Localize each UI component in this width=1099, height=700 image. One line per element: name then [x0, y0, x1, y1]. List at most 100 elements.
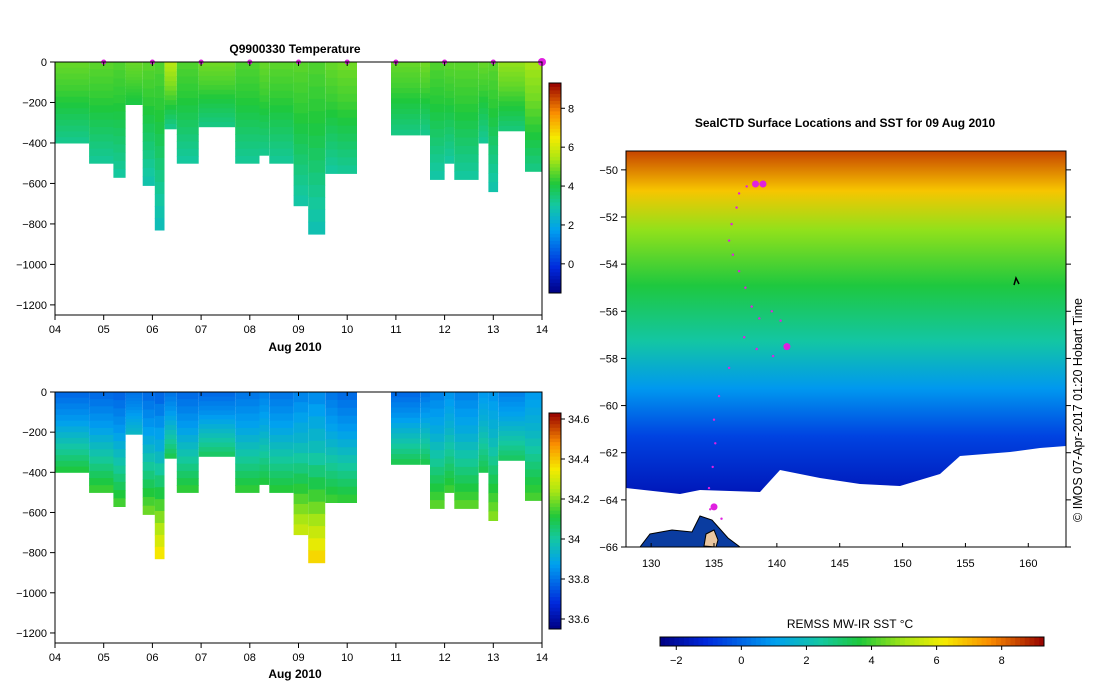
colorbar-tick-label: 34.6	[568, 414, 589, 426]
profile-cell	[525, 147, 542, 157]
profile-cell	[454, 120, 479, 130]
colorbar-segment	[549, 114, 561, 119]
profile-cell	[125, 407, 143, 411]
profile-cell	[391, 443, 421, 450]
profile-cell	[142, 444, 155, 454]
sst-colorbar-segment	[880, 637, 886, 646]
profile-cell	[293, 453, 309, 464]
sst-colorbar-segment	[842, 637, 848, 646]
profile-cell	[164, 406, 177, 412]
sst-colorbar-segment	[933, 637, 939, 646]
profile-cell	[269, 148, 294, 157]
profile-cell	[478, 131, 489, 138]
profile-cell	[498, 111, 525, 117]
profile-cell	[164, 429, 177, 436]
sst-colorbar-segment	[808, 637, 814, 646]
profile-cell	[293, 422, 309, 434]
profile-cell	[478, 119, 489, 127]
profile-cell	[430, 500, 445, 509]
y-tick-label: −800	[22, 219, 47, 231]
profile-cell	[55, 67, 90, 75]
sst-colorbar-segment	[871, 637, 877, 646]
profile-cell	[391, 402, 421, 408]
profile-cell	[325, 447, 338, 456]
profile-cell	[420, 443, 430, 450]
profile-cell	[325, 117, 338, 127]
profile-cell	[444, 463, 455, 472]
profile-cell	[55, 397, 90, 404]
sst-colorbar-segment	[669, 637, 675, 646]
profile-cell	[164, 401, 177, 407]
profile-cell	[89, 435, 114, 443]
profile-cell	[113, 62, 126, 71]
profile-cell	[308, 550, 326, 564]
profile-cell	[293, 402, 309, 413]
colorbar-segment	[549, 557, 561, 561]
profile-cell	[142, 400, 155, 410]
profile-cell	[325, 165, 338, 174]
profile-cell	[55, 125, 90, 132]
profile-cell	[125, 422, 143, 426]
profile-cell	[525, 469, 542, 478]
profile-cell	[55, 73, 90, 80]
profile-cell	[498, 440, 525, 447]
colorbar-segment	[549, 107, 561, 112]
profile-cell	[498, 445, 525, 451]
profile-cell	[198, 89, 236, 95]
profile-cell	[391, 129, 421, 136]
profile-cell	[444, 156, 455, 164]
profile-cell	[176, 420, 199, 429]
profile-cell	[259, 62, 270, 70]
profile-cell	[444, 442, 455, 450]
track-point	[707, 486, 711, 490]
profile-cell	[259, 101, 270, 110]
profile-cell	[337, 478, 357, 488]
track-point	[735, 206, 738, 209]
profile-cell	[430, 70, 445, 80]
profile-cell	[420, 119, 430, 125]
profile-cell	[478, 73, 489, 80]
sst-colorbar-segment	[861, 637, 867, 646]
profile-cell	[478, 414, 489, 422]
profile-cell	[259, 425, 270, 433]
colorbar-segment	[549, 209, 561, 213]
colorbar-tick-label: 2	[568, 220, 574, 232]
profile-cell	[142, 150, 155, 160]
temperature-y-ticks: 0 −200 −400 −600 −800 −1000 −1200	[16, 57, 55, 312]
profile-cell	[430, 62, 445, 71]
profile-cell	[154, 194, 165, 207]
profile-cell	[198, 424, 236, 430]
profile-cell	[154, 427, 165, 441]
profile-cell	[325, 399, 338, 409]
profile-cell	[55, 137, 90, 144]
y-tick-label: −400	[22, 467, 47, 479]
profile-cell	[176, 156, 199, 164]
colorbar-segment	[549, 156, 561, 161]
profile-cell	[308, 86, 326, 100]
profile-cell	[89, 456, 114, 465]
sst-colorbar-tick-label: 2	[803, 655, 809, 667]
profile-cell	[325, 157, 338, 166]
profile-cell	[498, 421, 525, 427]
profile-cell	[325, 494, 338, 503]
profile-cell	[125, 410, 143, 414]
colorbar-tick-label: 33.6	[568, 614, 589, 626]
profile-cell	[478, 403, 489, 410]
sst-colorbar-segment	[866, 637, 872, 646]
profile-cell	[55, 443, 90, 450]
sst-colorbar-segment	[1039, 637, 1045, 646]
profile-cell	[55, 62, 90, 69]
colorbar-segment	[549, 564, 561, 569]
x-tick-label: 12	[438, 324, 450, 336]
profile-cell	[420, 448, 430, 455]
map-x-tick-label: 155	[956, 558, 974, 570]
temperature-heatmap	[55, 62, 542, 235]
profile-cell	[259, 128, 270, 136]
profile-cell	[430, 458, 445, 468]
profile-cell	[164, 415, 177, 421]
colorbar-segment	[549, 614, 561, 619]
profile-cell	[308, 453, 326, 466]
profile-cell	[293, 103, 309, 114]
profile-cell	[478, 79, 489, 86]
profile-cell	[259, 418, 270, 426]
